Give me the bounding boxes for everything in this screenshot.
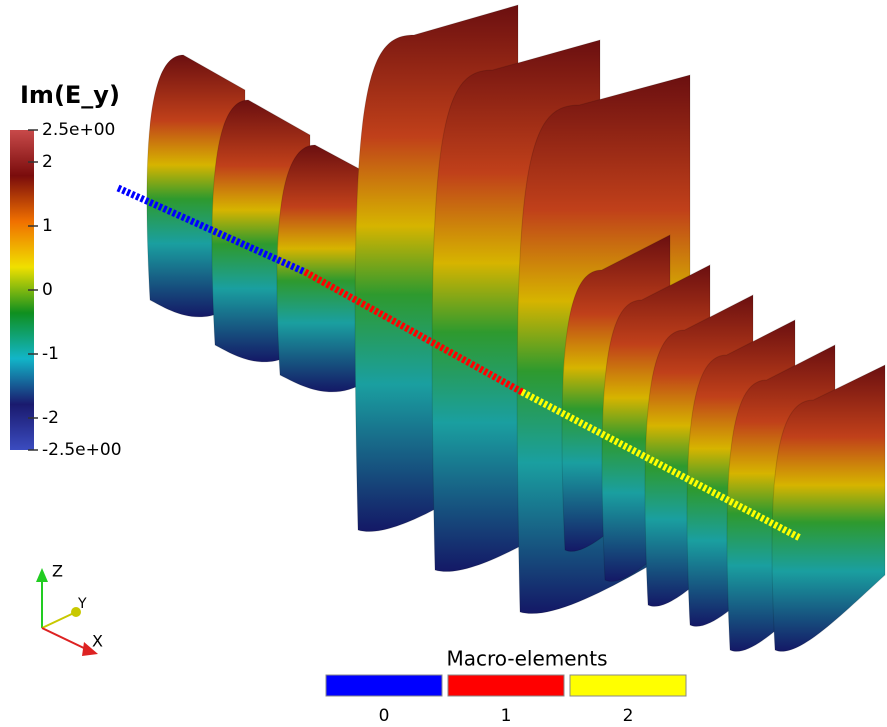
mesh-block [520,388,802,542]
tick-label: 1 [42,216,53,236]
orientation-axes: Z Y X [36,562,103,656]
x-arrow [82,642,98,656]
tick-label: 0 [42,280,53,300]
wave-field [146,4,886,652]
legend-swatch [569,674,687,697]
axis-label: Z [52,562,63,581]
axis-label: Y [77,596,87,612]
wave-sheet [276,144,381,393]
x-axis [41,627,89,651]
legend-swatch [447,674,565,697]
mesh-block [116,184,307,276]
tick-label: 2.5e+00 [42,120,115,140]
y-arrow [71,607,81,617]
axis-label: X [92,632,103,651]
legend-label: 2 [623,706,634,726]
legend-title: Macro-elements [446,647,607,671]
tick-label: 2 [42,152,53,172]
legend-label: 1 [501,706,512,726]
legend: 0 1 2 [325,674,687,726]
mesh-strip [116,184,802,542]
tick-label: -1 [42,344,59,364]
wave-sheet [771,364,886,652]
z-arrow [36,568,48,582]
tick-label: -2.5e+00 [42,440,122,460]
y-axis [41,611,77,629]
tick-label: -2 [42,408,59,428]
legend-label: 0 [379,706,390,726]
colorbar-ticks: 2.5e+00 2 1 0 -1 -2 -2.5e+00 [28,120,122,460]
colorbar-title: Im(E_y) [20,81,120,109]
legend-swatch [325,674,443,697]
mesh-block [303,268,524,396]
